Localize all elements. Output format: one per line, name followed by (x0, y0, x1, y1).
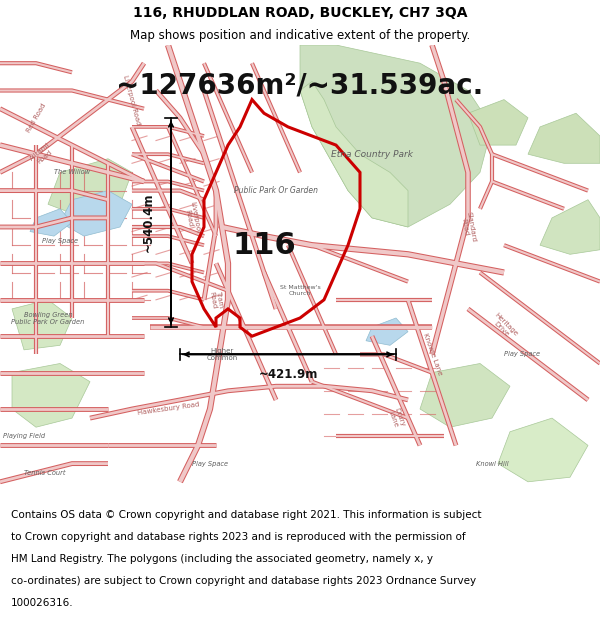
Text: ~127636m²/~31.539ac.: ~127636m²/~31.539ac. (116, 72, 484, 100)
Text: Knowl Hill: Knowl Hill (476, 461, 508, 467)
Text: Map shows position and indicative extent of the property.: Map shows position and indicative extent… (130, 29, 470, 42)
Text: Alltami
Road: Alltami Road (28, 141, 56, 167)
Text: Heritage
Drive: Heritage Drive (489, 312, 519, 342)
Text: The Willow: The Willow (54, 169, 90, 176)
Text: Slandard
Road: Slandard Road (459, 211, 477, 243)
Text: co-ordinates) are subject to Crown copyright and database rights 2023 Ordnance S: co-ordinates) are subject to Crown copyr… (11, 576, 476, 586)
Text: Contains OS data © Crown copyright and database right 2021. This information is : Contains OS data © Crown copyright and d… (11, 510, 481, 520)
Text: Bowling Green
Public Park Or Garden: Bowling Green Public Park Or Garden (11, 311, 85, 324)
Text: Tram
Road: Tram Road (208, 290, 224, 309)
Text: Red Road: Red Road (25, 102, 47, 133)
Polygon shape (300, 45, 492, 227)
Text: 116, RHUDDLAN ROAD, BUCKLEY, CH7 3QA: 116, RHUDDLAN ROAD, BUCKLEY, CH7 3QA (133, 6, 467, 19)
Text: Public Park Or Garden: Public Park Or Garden (234, 186, 318, 195)
Text: Liverpool Road: Liverpool Road (122, 74, 142, 125)
Text: Play Space: Play Space (42, 238, 78, 244)
Polygon shape (60, 191, 132, 236)
Polygon shape (48, 159, 132, 218)
Text: St Matthew's
Church: St Matthew's Church (280, 285, 320, 296)
Polygon shape (300, 81, 408, 227)
Text: Higher
Common: Higher Common (206, 348, 238, 361)
Text: Play Space: Play Space (504, 351, 540, 358)
Polygon shape (366, 318, 408, 345)
Text: ~540.4m: ~540.4m (142, 192, 155, 253)
Polygon shape (528, 113, 600, 163)
Polygon shape (420, 364, 510, 428)
Polygon shape (540, 200, 600, 254)
Text: Drury
Lane: Drury Lane (386, 407, 406, 429)
Text: 116: 116 (232, 231, 296, 260)
Text: to Crown copyright and database rights 2023 and is reproduced with the permissio: to Crown copyright and database rights 2… (11, 532, 466, 542)
Polygon shape (12, 364, 90, 428)
Text: Hawkesbury Road: Hawkesbury Road (137, 402, 199, 416)
Polygon shape (468, 99, 528, 145)
Polygon shape (30, 209, 72, 236)
Text: Playing Field: Playing Field (3, 433, 45, 439)
Polygon shape (12, 300, 72, 350)
Text: HM Land Registry. The polygons (including the associated geometry, namely x, y: HM Land Registry. The polygons (includin… (11, 554, 433, 564)
Polygon shape (498, 418, 588, 482)
Text: Liverpool
Road: Liverpool Road (183, 201, 201, 235)
Text: 100026316.: 100026316. (11, 598, 73, 608)
Text: Play Space: Play Space (192, 461, 228, 467)
Text: ~421.9m: ~421.9m (259, 368, 317, 381)
Text: Tennis Court: Tennis Court (24, 470, 65, 476)
Text: Knowle Lane: Knowle Lane (422, 332, 442, 376)
Text: Etna Country Park: Etna Country Park (331, 150, 413, 159)
